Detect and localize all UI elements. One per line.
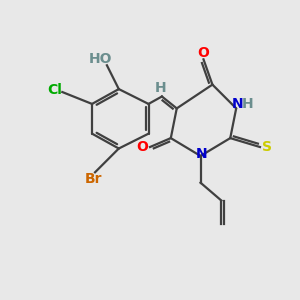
Text: Cl: Cl <box>47 83 62 97</box>
Text: N: N <box>232 97 244 111</box>
Text: N: N <box>196 147 208 160</box>
Text: O: O <box>198 46 209 60</box>
Text: S: S <box>262 140 272 154</box>
Text: Br: Br <box>85 172 102 186</box>
Text: HO: HO <box>89 52 113 66</box>
Text: H: H <box>154 81 166 95</box>
Text: O: O <box>136 140 148 154</box>
Text: H: H <box>242 97 253 111</box>
